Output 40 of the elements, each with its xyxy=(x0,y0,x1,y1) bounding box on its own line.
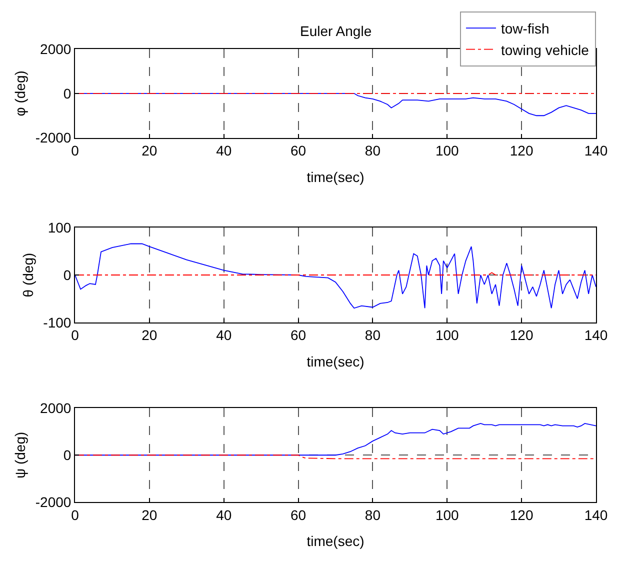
y-tick-label: -2000 xyxy=(35,130,72,146)
x-axis-title: time(sec) xyxy=(306,353,364,370)
x-tick-label: 60 xyxy=(290,142,306,159)
y-tick-label: -100 xyxy=(43,314,72,330)
x-tick-label: 120 xyxy=(510,506,534,523)
legend-label: tow-fish xyxy=(501,20,550,37)
y-tick-label: 2000 xyxy=(40,400,72,416)
y-tick-label: 2000 xyxy=(40,40,72,57)
x-tick-label: 20 xyxy=(142,142,158,159)
y-tick-label: -2000 xyxy=(35,494,72,510)
x-tick-label: 100 xyxy=(435,327,460,344)
x-tick-label: 140 xyxy=(584,142,608,159)
y-tick-label: 100 xyxy=(48,220,72,236)
x-tick-label: 120 xyxy=(510,142,534,159)
x-tick-label: 100 xyxy=(435,142,460,159)
chart-title: Euler Angle xyxy=(300,23,372,39)
x-axis-title: time(sec) xyxy=(306,168,364,185)
x-tick-label: 40 xyxy=(216,142,232,159)
x-tick-label: 120 xyxy=(510,327,534,344)
x-tick-label: 40 xyxy=(216,327,232,344)
x-tick-label: 80 xyxy=(364,142,381,159)
x-tick-label: 20 xyxy=(142,506,158,523)
x-tick-label: 100 xyxy=(435,506,460,523)
x-tick-label: 40 xyxy=(216,506,232,523)
x-tick-label: 80 xyxy=(364,506,381,523)
x-axis-title: time(sec) xyxy=(306,533,364,550)
x-tick-label: 60 xyxy=(290,327,306,344)
line-series xyxy=(75,243,596,309)
y-axis-title: θ (deg) xyxy=(20,252,36,298)
y-tick-label: 0 xyxy=(63,266,72,283)
x-tick-label: 60 xyxy=(290,506,306,523)
x-tick-label: 80 xyxy=(364,327,381,344)
x-tick-label: 140 xyxy=(584,506,608,523)
legend-label: towing vehicle xyxy=(501,42,590,58)
y-tick-label: 0 xyxy=(63,85,72,102)
x-tick-label: 20 xyxy=(142,327,158,344)
y-axis-title: φ (deg) xyxy=(12,70,28,116)
y-axis-title: ψ (deg) xyxy=(12,432,28,478)
y-tick-label: 0 xyxy=(63,447,72,464)
x-tick-label: 140 xyxy=(584,327,608,344)
